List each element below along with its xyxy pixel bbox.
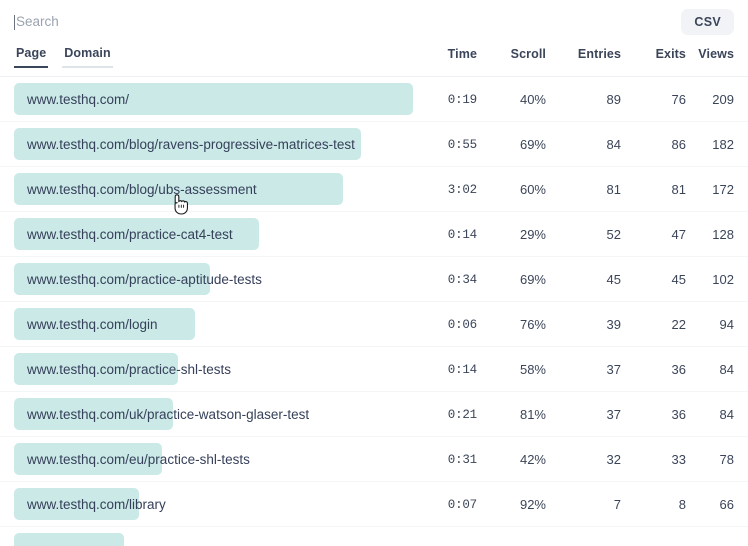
entries-cell: 52 [606, 227, 621, 242]
time-cell: 0:14 [447, 227, 477, 242]
entries-cell: 39 [606, 317, 621, 332]
time-cell: 0:14 [447, 362, 477, 377]
scroll-cell: 42% [519, 452, 546, 467]
time-cell: 0:21 [447, 407, 477, 422]
views-cell: 78 [719, 452, 734, 467]
views-magnitude-bar [14, 218, 259, 250]
page-url-label[interactable]: www.testhq.com/login [27, 317, 158, 332]
page-url-label[interactable]: www.testhq.com/practice-shl-tests [27, 362, 232, 377]
views-cell: 172 [712, 182, 734, 197]
views-cell: 209 [712, 92, 734, 107]
exits-cell: 36 [671, 362, 686, 377]
views-cell: 66 [719, 497, 734, 512]
views-magnitude-bar [14, 443, 162, 475]
table-row[interactable]: www.testhq.com/blog/ubs-assessment 3:02 60… [0, 167, 748, 212]
views-magnitude-bar [14, 353, 178, 385]
views-magnitude-bar [14, 83, 413, 115]
scroll-cell: 76% [519, 317, 546, 332]
views-magnitude-bar [14, 128, 361, 160]
exits-cell: 33 [671, 452, 686, 467]
views-cell: 94 [719, 317, 734, 332]
entries-cell: 45 [606, 272, 621, 287]
scroll-cell: 58% [519, 362, 546, 377]
views-cell: 84 [719, 362, 734, 377]
views-cell: 128 [712, 227, 734, 242]
page-url-label[interactable]: www.testhq.com/ [27, 92, 130, 107]
page-url-label[interactable]: www.testhq.com/eu/practice-shl-tests [27, 452, 250, 467]
table-row[interactable]: www.testhq.com/uk/practice-watson-glaser… [0, 392, 748, 437]
exits-cell: 45 [671, 272, 686, 287]
views-cell: 182 [712, 137, 734, 152]
views-magnitude-bar [14, 488, 139, 520]
csv-export-button[interactable]: CSV [681, 9, 734, 35]
table-row[interactable]: www.testhq.com/login 0:06 76% 39 22 94 [0, 302, 748, 347]
table-row[interactable]: www.testhq.com/library 0:07 92% 7 8 66 [0, 482, 748, 527]
table-row[interactable]: www.testhq.com/practice-aptitude-tests 0:… [0, 257, 748, 302]
page-url-label[interactable]: www.testhq.com/practice-aptitude-tests [27, 272, 262, 287]
scroll-cell: 81% [519, 407, 546, 422]
column-header-entries[interactable]: Entries [577, 47, 621, 61]
text-caret [14, 14, 15, 30]
scroll-cell: 60% [519, 182, 546, 197]
views-cell: 102 [712, 272, 734, 287]
entries-cell: 81 [606, 182, 621, 197]
scroll-cell: 29% [519, 227, 546, 242]
exits-cell: 8 [678, 497, 686, 512]
time-cell: 0:55 [447, 137, 477, 152]
views-magnitude-bar [14, 533, 124, 546]
table-row[interactable]: www.testhq.com/practice-cat4-test 0:14 29%… [0, 212, 748, 257]
scroll-cell: 69% [519, 137, 546, 152]
column-header-scroll[interactable]: Scroll [510, 47, 546, 61]
page-url-label[interactable]: www.testhq.com/blog/ubs-assessment [27, 182, 257, 197]
column-headers: Time Scroll Entries Exits Views [0, 44, 748, 72]
entries-cell: 7 [613, 497, 621, 512]
entries-cell: 32 [606, 452, 621, 467]
entries-cell: 37 [606, 362, 621, 377]
views-magnitude-bar [14, 398, 173, 430]
views-cell: 84 [719, 407, 734, 422]
table-row[interactable]: www.testhq.com/0:19 40% 89 76 209 [0, 77, 748, 122]
table-header: Page Domain Time Scroll Entries Exits Vi… [0, 44, 748, 77]
table-row[interactable]: www.testhq.com/eu/practice-shl-tests 0:31… [0, 437, 748, 482]
entries-cell: 37 [606, 407, 621, 422]
search-input[interactable] [16, 13, 416, 31]
views-magnitude-bar [14, 308, 195, 340]
time-cell: 0:34 [447, 272, 477, 287]
views-magnitude-bar [14, 263, 210, 295]
exits-cell: 22 [671, 317, 686, 332]
exits-cell: 81 [671, 182, 686, 197]
time-cell: 0:19 [447, 92, 477, 107]
column-header-time[interactable]: Time [447, 47, 477, 61]
tab-page[interactable]: Page [14, 45, 49, 68]
exits-cell: 36 [671, 407, 686, 422]
column-header-exits[interactable]: Exits [655, 47, 686, 61]
time-cell: 3:02 [447, 182, 477, 197]
search-field-wrapper[interactable] [14, 11, 434, 33]
entries-cell: 89 [606, 92, 621, 107]
time-cell: 0:31 [447, 452, 477, 467]
table-body: www.testhq.com/0:19 40% 89 76 209 www.testhq.… [0, 77, 748, 546]
time-cell: 0:06 [447, 317, 477, 332]
scroll-cell: 92% [519, 497, 546, 512]
tab-domain[interactable]: Domain [62, 45, 113, 68]
exits-cell: 47 [671, 227, 686, 242]
toolbar: CSV [0, 0, 748, 44]
exits-cell: 76 [671, 92, 686, 107]
page-url-label[interactable]: www.testhq.com/library [27, 497, 166, 512]
page-url-label[interactable]: www.testhq.com/practice-cat4-test [27, 227, 233, 242]
table-row-partial[interactable] [0, 527, 748, 546]
page-url-label[interactable]: www.testhq.com/uk/practice-watson-glaser… [27, 407, 310, 422]
page-url-label[interactable]: www.testhq.com/blog/ravens-progressive-m… [27, 137, 355, 152]
entries-cell: 84 [606, 137, 621, 152]
scroll-cell: 69% [519, 272, 546, 287]
view-tabs: Page Domain [14, 45, 127, 68]
column-header-views[interactable]: Views [698, 47, 734, 61]
exits-cell: 86 [671, 137, 686, 152]
table-row[interactable]: www.testhq.com/blog/ravens-progressive-m… [0, 122, 748, 167]
scroll-cell: 40% [519, 92, 546, 107]
time-cell: 0:07 [447, 497, 477, 512]
table-row[interactable]: www.testhq.com/practice-shl-tests 0:14 58%… [0, 347, 748, 392]
